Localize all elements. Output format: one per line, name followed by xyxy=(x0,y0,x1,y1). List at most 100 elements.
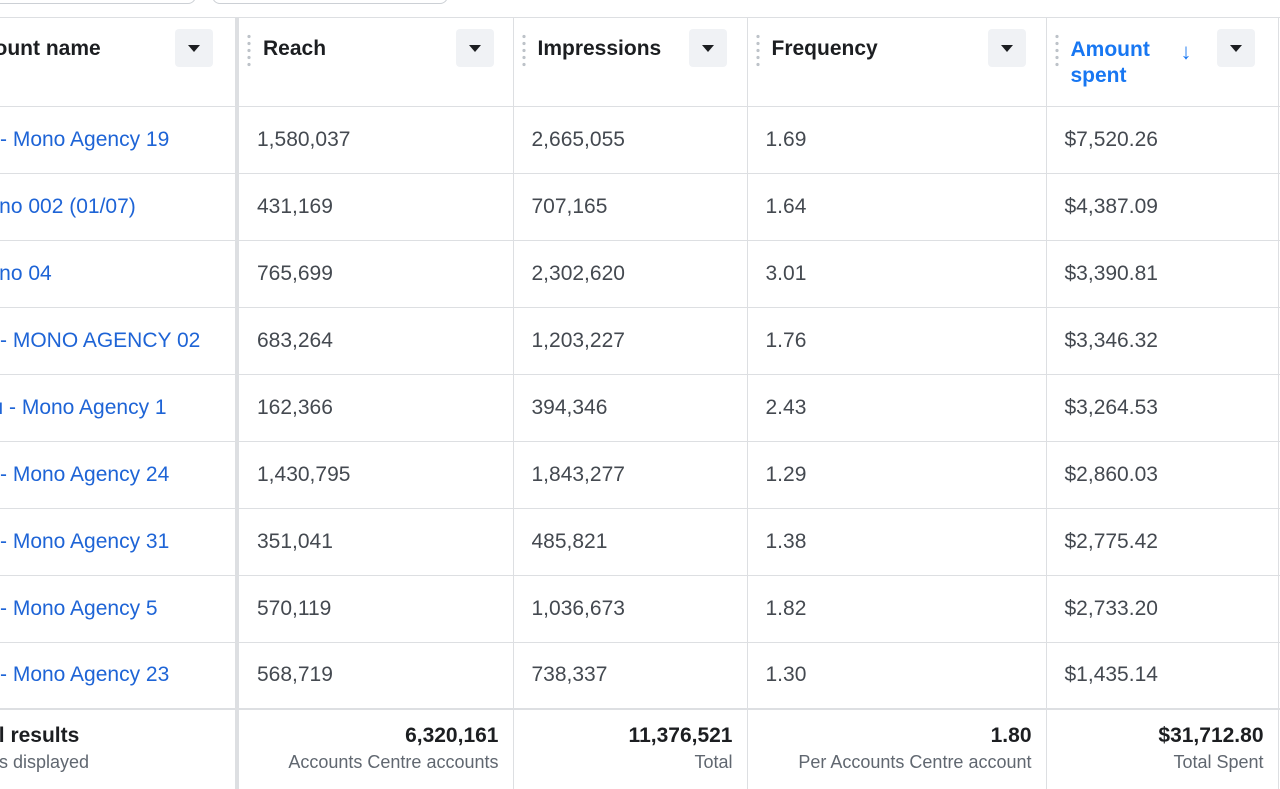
frequency-cell: 1.64 xyxy=(747,173,1047,241)
column-header-reach[interactable]: Reach xyxy=(237,17,514,107)
results-table: Account name Reach Impressions Frequency xyxy=(0,17,1280,789)
frequency-cell: 2.43 xyxy=(747,374,1047,442)
column-header-label: Frequency xyxy=(771,37,878,60)
column-header-label: Impressions xyxy=(537,37,662,60)
frequency-cell: 1.69 xyxy=(747,106,1047,174)
table-row[interactable]: сич - Mono Agency 1 162,366394,3462.43$3,… xyxy=(0,374,1280,442)
totals-amount-spent-cell: $31,712.80 Total Spent xyxy=(1046,708,1279,789)
account-name-link[interactable]: - Mono Agency 19 xyxy=(0,127,170,151)
account-name-cell: - Mono Agency 24 xyxy=(0,441,239,509)
reach-cell: 1,430,795 xyxy=(237,441,514,509)
overflow-cell xyxy=(1278,575,1280,643)
table-row[interactable]: Mono 002 (01/07) 431,169707,1651.64$4,387… xyxy=(0,173,1280,241)
drag-handle-icon[interactable] xyxy=(1054,33,1059,67)
impressions-cell: 707,165 xyxy=(513,173,748,241)
caret-down-icon[interactable] xyxy=(456,29,494,67)
account-name-cell: - Mono Agency 19 xyxy=(0,106,239,174)
table-row[interactable]: - Mono Agency 23 568,719 738,337 1.30 $1,435… xyxy=(0,642,1280,710)
account-name-link[interactable]: - Mono Agency 24 xyxy=(0,462,170,486)
account-name-link[interactable]: сич - Mono Agency 1 xyxy=(0,395,167,419)
impressions-cell: 1,843,277 xyxy=(513,441,748,509)
reach-cell: 568,719 xyxy=(237,642,514,710)
account-name-cell: Mono 04 xyxy=(0,240,239,308)
filter-chip[interactable] xyxy=(0,0,196,4)
reach-cell: 570,119 xyxy=(237,575,514,643)
totals-frequency: 1.80 xyxy=(990,724,1032,747)
table-row[interactable]: - Mono Agency 24 1,430,795 1,843,277 1.29 $2… xyxy=(0,441,1280,509)
account-name-cell: - Mono Agency 31 xyxy=(0,508,239,576)
column-header-frequency[interactable]: Frequency xyxy=(747,17,1047,107)
account-name-cell: - Mono Agency 23 xyxy=(0,642,239,710)
caret-down-icon[interactable] xyxy=(688,29,727,67)
totals-amount-spent: $31,712.80 xyxy=(1158,724,1264,747)
column-header-account-name[interactable]: Account name xyxy=(0,17,239,107)
account-name-link[interactable]: Mono 04 xyxy=(0,261,52,285)
totals-impressions-cell: 11,376,521 Total xyxy=(513,708,748,789)
account-name-link[interactable]: Mono 002 (01/07) xyxy=(0,194,136,218)
overflow-cell xyxy=(1278,374,1280,442)
drag-handle-icon[interactable] xyxy=(247,33,251,67)
reach-cell: 351,041 xyxy=(237,508,514,576)
reach-cell: 765,699 xyxy=(237,240,514,308)
filter-chip[interactable] xyxy=(212,0,448,4)
column-header-overflow xyxy=(1278,17,1280,107)
drag-handle-icon[interactable] xyxy=(521,33,526,67)
amount-spent-cell: $1,435.14 xyxy=(1046,642,1279,710)
account-name-cell: сич - Mono Agency 1 xyxy=(0,374,239,442)
amount-spent-cell: $7,520.26 xyxy=(1046,106,1279,174)
account-name-link[interactable]: - Mono Agency 31 xyxy=(0,529,170,553)
overflow-cell xyxy=(1278,106,1280,174)
account-name-cell: - Mono Agency 5 xyxy=(0,575,239,643)
frequency-cell: 3.01 xyxy=(747,240,1047,308)
reach-cell: 683,264 xyxy=(237,307,514,375)
column-header-impressions[interactable]: Impressions xyxy=(513,17,748,107)
account-name-link[interactable]: - Mono Agency 23 xyxy=(0,663,170,687)
table-row[interactable]: - MONO AGENCY 02 683,264 1,203,227 1.76 $3,3… xyxy=(0,307,1280,375)
column-header-label-line1: Amount xyxy=(1070,38,1150,61)
frequency-cell: 1.30 xyxy=(747,642,1047,710)
overflow-cell xyxy=(1278,307,1280,375)
amount-spent-cell: $3,264.53 xyxy=(1046,374,1279,442)
account-name-link[interactable]: - Mono Agency 5 xyxy=(0,596,158,620)
caret-down-icon[interactable] xyxy=(1216,29,1255,67)
amount-spent-cell: $3,346.32 xyxy=(1046,307,1279,375)
table-row[interactable]: - Mono Agency 19 1,580,037 2,665,055 1.69 $7… xyxy=(0,106,1280,174)
arrow-down-icon[interactable]: ↓ xyxy=(1180,39,1192,64)
column-header-label: Reach xyxy=(263,37,327,60)
amount-spent-cell: $2,733.20 xyxy=(1046,575,1279,643)
account-name-cell: - MONO AGENCY 02 xyxy=(0,307,239,375)
impressions-cell: 738,337 xyxy=(513,642,748,710)
account-name-link[interactable]: - MONO AGENCY 02 xyxy=(0,328,201,352)
account-name-cell: Mono 002 (01/07) xyxy=(0,173,239,241)
drag-handle-icon[interactable] xyxy=(755,33,760,67)
frequency-cell: 1.29 xyxy=(747,441,1047,509)
caret-down-icon[interactable] xyxy=(175,29,213,67)
frequency-cell: 1.82 xyxy=(747,575,1047,643)
amount-spent-cell: $4,387.09 xyxy=(1046,173,1279,241)
table-row[interactable]: - Mono Agency 31 351,041 485,821 1.38 $2,775… xyxy=(0,508,1280,576)
amount-spent-cell: $2,775.42 xyxy=(1046,508,1279,576)
frequency-cell: 1.38 xyxy=(747,508,1047,576)
amount-spent-cell: $3,390.81 xyxy=(1046,240,1279,308)
table-row[interactable]: - Mono Agency 5 570,119 1,036,673 1.82 $2,73… xyxy=(0,575,1280,643)
totals-frequency-cell: 1.80 Per Accounts Centre account xyxy=(747,708,1047,789)
impressions-cell: 394,346 xyxy=(513,374,748,442)
impressions-cell: 485,821 xyxy=(513,508,748,576)
overflow-cell xyxy=(1278,508,1280,576)
caret-down-icon[interactable] xyxy=(987,29,1026,67)
amount-spent-cell: $2,860.03 xyxy=(1046,441,1279,509)
totals-reach: 6,320,161 xyxy=(405,724,499,747)
totals-impressions: 11,376,521 xyxy=(628,724,733,747)
totals-impressions-sub: Total xyxy=(694,752,733,772)
overflow-cell xyxy=(1278,441,1280,509)
totals-amount-spent-sub: Total Spent xyxy=(1173,752,1264,772)
impressions-cell: 2,665,055 xyxy=(513,106,748,174)
totals-subtitle: rows displayed xyxy=(0,752,90,772)
impressions-cell: 1,036,673 xyxy=(513,575,748,643)
reach-cell: 162,366 xyxy=(237,374,514,442)
impressions-cell: 2,302,620 xyxy=(513,240,748,308)
column-header-amount-spent[interactable]: Amount spent ↓ xyxy=(1046,17,1279,107)
filter-bar xyxy=(0,0,1280,18)
reach-cell: 1,580,037 xyxy=(237,106,514,174)
